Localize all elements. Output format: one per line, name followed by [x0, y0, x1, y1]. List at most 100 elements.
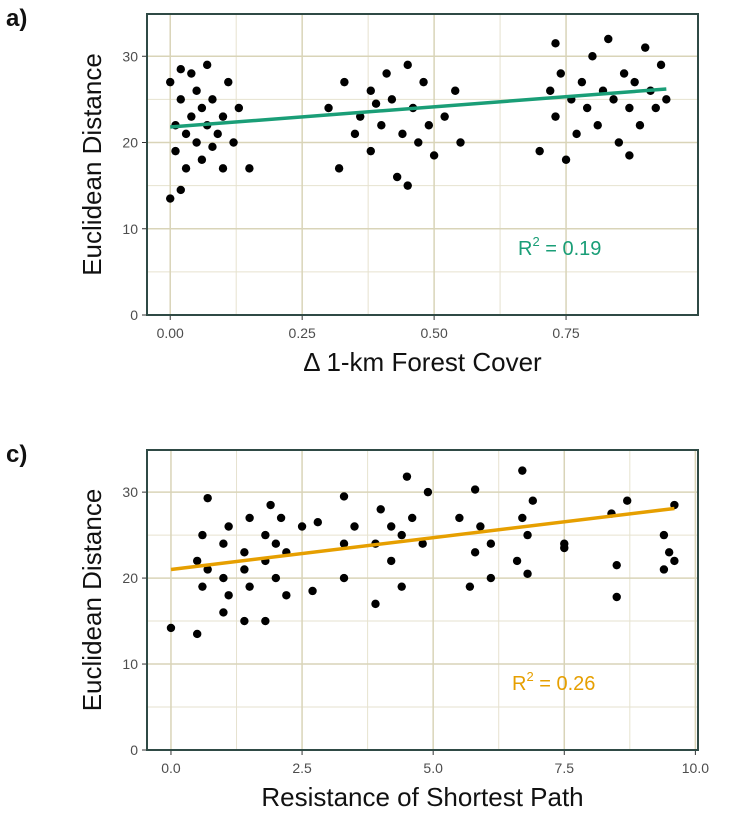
point — [197, 103, 207, 113]
point — [197, 155, 207, 164]
point — [261, 530, 270, 540]
point — [339, 573, 349, 583]
point — [240, 565, 249, 574]
point — [476, 522, 485, 531]
x-axis-title: Δ 1-km Forest Cover — [303, 347, 542, 377]
point — [202, 60, 212, 70]
point — [403, 60, 412, 70]
point — [512, 556, 522, 566]
x-tick-label: 5.0 — [423, 760, 443, 776]
point — [240, 616, 249, 626]
point — [339, 492, 349, 501]
point — [614, 138, 624, 147]
point — [350, 522, 359, 531]
point — [339, 539, 349, 548]
point — [176, 185, 185, 195]
point — [192, 86, 201, 95]
y-axis-title: Euclidean Distance — [77, 53, 107, 276]
point — [208, 95, 217, 104]
point — [192, 138, 201, 147]
point — [398, 129, 407, 139]
x-axis-title: Resistance of Shortest Path — [261, 782, 583, 812]
point — [245, 164, 254, 173]
point — [619, 69, 629, 78]
point — [635, 121, 645, 130]
point — [203, 565, 212, 574]
plot-background — [147, 450, 698, 750]
point — [219, 539, 228, 548]
y-tick-label: 10 — [122, 656, 138, 672]
point — [366, 86, 375, 95]
y-axis-title: Euclidean Distance — [77, 489, 107, 712]
point — [625, 151, 634, 160]
point — [266, 500, 275, 510]
x-tick-label: 0.25 — [289, 325, 316, 341]
point — [187, 69, 196, 78]
x-tick-label: 2.5 — [292, 760, 312, 776]
point — [546, 86, 555, 95]
x-tick-label: 0.00 — [157, 325, 184, 341]
point — [219, 573, 228, 583]
point — [560, 543, 569, 553]
point — [656, 60, 666, 70]
point — [470, 485, 480, 494]
annotation: R2 = 0.19 — [518, 234, 601, 260]
point — [403, 181, 412, 190]
point — [623, 496, 632, 505]
point — [166, 623, 176, 633]
point — [609, 95, 618, 104]
point — [340, 77, 349, 87]
point — [523, 530, 532, 540]
point — [181, 129, 191, 139]
point — [166, 194, 175, 203]
point — [392, 172, 402, 182]
annotation-text: = 0.26 — [534, 673, 596, 695]
y-tick-label: 20 — [122, 135, 138, 151]
point — [387, 522, 396, 531]
point — [397, 582, 406, 591]
point — [440, 112, 449, 121]
point — [176, 95, 185, 104]
point — [651, 103, 660, 113]
point — [376, 505, 385, 514]
point — [218, 112, 228, 121]
point — [224, 522, 233, 531]
x-tick-label: 7.5 — [555, 760, 575, 776]
point — [203, 493, 212, 503]
point — [662, 95, 671, 104]
point — [313, 518, 323, 527]
point — [588, 52, 597, 61]
point — [176, 64, 185, 74]
annotation-text: = 0.19 — [540, 238, 602, 260]
point — [470, 548, 480, 557]
point — [245, 582, 254, 591]
x-tick-label: 0.0 — [161, 760, 181, 776]
point — [424, 121, 434, 130]
point — [371, 99, 381, 108]
point — [224, 591, 233, 600]
point — [371, 599, 380, 609]
point — [218, 164, 228, 173]
point — [414, 138, 423, 147]
point — [630, 77, 639, 87]
point — [551, 112, 560, 121]
point — [518, 466, 527, 475]
annotation-superscript: 2 — [532, 234, 539, 249]
annotation-text: R — [512, 673, 526, 695]
trend-line — [170, 87, 667, 129]
point — [350, 129, 360, 139]
point — [334, 164, 344, 173]
point — [297, 522, 307, 531]
point — [577, 77, 587, 87]
point — [198, 530, 207, 540]
point — [465, 582, 475, 591]
point — [455, 513, 464, 523]
point — [659, 530, 669, 540]
point — [166, 77, 175, 87]
point — [208, 142, 217, 152]
point — [245, 513, 254, 523]
x-tick-label: 0.50 — [420, 325, 447, 341]
point — [670, 556, 679, 566]
point — [641, 43, 650, 52]
